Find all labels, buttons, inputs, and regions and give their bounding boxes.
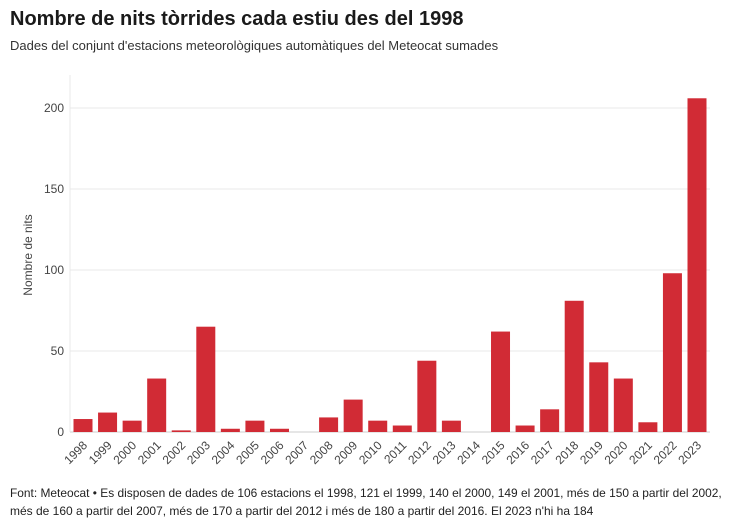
bar bbox=[343, 399, 363, 432]
bar bbox=[491, 331, 511, 432]
bar bbox=[515, 425, 535, 432]
x-tick-label: 2020 bbox=[602, 438, 631, 467]
x-tick-label: 2022 bbox=[651, 438, 680, 467]
bar bbox=[638, 422, 658, 432]
x-tick-label: 2012 bbox=[405, 438, 434, 467]
bar bbox=[73, 419, 93, 432]
bar bbox=[122, 420, 142, 432]
x-tick-label: 2017 bbox=[528, 438, 557, 467]
x-tick-label: 2002 bbox=[160, 438, 189, 467]
source-line-2: més de 160 a partir del 2007, més de 170… bbox=[10, 504, 594, 518]
y-tick-label: 150 bbox=[44, 182, 64, 196]
bar bbox=[319, 417, 339, 432]
bar bbox=[589, 362, 609, 432]
bar bbox=[171, 430, 191, 432]
x-tick-label: 2000 bbox=[110, 438, 139, 467]
x-tick-label: 2003 bbox=[184, 438, 213, 467]
bar bbox=[392, 425, 412, 432]
chart-subtitle: Dades del conjunt d'estacions meteorològ… bbox=[10, 38, 499, 53]
bar bbox=[564, 300, 584, 432]
x-tick-label: 2015 bbox=[479, 438, 508, 467]
bar bbox=[220, 428, 240, 432]
x-tick-label: 2001 bbox=[135, 438, 164, 467]
x-tick-label: 1998 bbox=[61, 438, 90, 467]
x-tick-label: 2006 bbox=[258, 438, 287, 467]
bar bbox=[98, 412, 118, 432]
x-tick-label: 2019 bbox=[577, 438, 606, 467]
y-axis-label: Nombre de nits bbox=[21, 214, 35, 295]
x-tick-label: 2021 bbox=[626, 438, 655, 467]
bar bbox=[613, 378, 633, 432]
source-line-1: Font: Meteocat • Es disposen de dades de… bbox=[10, 486, 722, 500]
bar bbox=[662, 273, 682, 432]
bar bbox=[540, 409, 560, 432]
x-tick-label: 2008 bbox=[307, 438, 336, 467]
x-tick-label: 2005 bbox=[233, 438, 262, 467]
x-tick-label: 2007 bbox=[282, 438, 311, 467]
bar bbox=[196, 326, 216, 432]
bar bbox=[687, 98, 707, 432]
y-tick-label: 50 bbox=[51, 344, 65, 358]
chart-title: Nombre de nits tòrrides cada estiu des d… bbox=[10, 8, 464, 30]
x-tick-label: 2018 bbox=[553, 438, 582, 467]
bar bbox=[269, 428, 289, 432]
x-tick-label: 2009 bbox=[331, 438, 360, 467]
y-tick-label: 100 bbox=[44, 263, 64, 277]
x-tick-label: 2010 bbox=[356, 438, 385, 467]
x-tick-label: 1999 bbox=[86, 438, 115, 467]
bar bbox=[441, 420, 461, 432]
y-tick-label: 200 bbox=[44, 101, 64, 115]
source-note: Font: Meteocat • Es disposen de dades de… bbox=[10, 484, 727, 520]
bar bbox=[245, 420, 265, 432]
x-tick-label: 2023 bbox=[675, 438, 704, 467]
x-tick-label: 2014 bbox=[454, 438, 483, 467]
bar bbox=[368, 420, 388, 432]
x-tick-label: 2011 bbox=[381, 438, 409, 466]
bar bbox=[417, 360, 437, 432]
bar bbox=[147, 378, 167, 432]
x-tick-label: 2013 bbox=[430, 438, 459, 467]
x-tick-label: 2004 bbox=[209, 438, 238, 467]
y-tick-label: 0 bbox=[57, 425, 64, 439]
x-tick-label: 2016 bbox=[503, 438, 532, 467]
